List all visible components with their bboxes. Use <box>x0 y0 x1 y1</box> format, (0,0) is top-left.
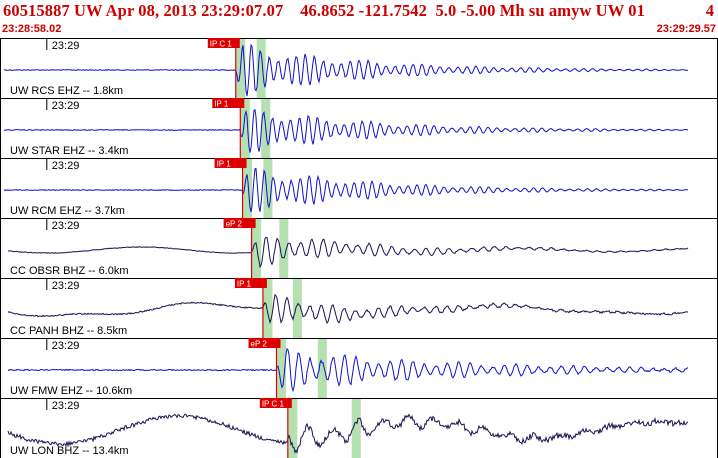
trace-5: 23:29 eP 2 UW FMW EHZ -- 10.6km <box>0 338 718 399</box>
analysis-window-4-0 <box>263 278 273 338</box>
minute-tick-label-1: 23:29 <box>52 100 80 112</box>
station-label-3: CC OBSR BHZ -- 6.0km <box>10 265 129 277</box>
minute-tick-label-5: 23:29 <box>52 340 80 352</box>
analysis-window-1-0 <box>240 98 250 158</box>
waveform-4 <box>7 293 689 325</box>
station-label-6: UW LON BHZ -- 13.4km <box>10 445 129 457</box>
trace-3: 23:29 eP 2 CC OBSR BHZ -- 6.0km <box>0 218 718 279</box>
analysis-window-4-1 <box>292 278 302 338</box>
trace-6: 23:29 IP C 1 UW LON BHZ -- 13.4km <box>0 398 718 458</box>
minute-tick-label-6: 23:29 <box>52 400 80 412</box>
analysis-window-2-0 <box>243 158 253 218</box>
waveform-6 <box>7 413 689 455</box>
minute-tick-label-3: 23:29 <box>52 220 80 232</box>
pick-label-1: IP 1 <box>214 100 229 109</box>
station-label-0: UW RCS EHZ -- 1.8km <box>10 85 123 97</box>
event-title: 60515887 UW Apr 08, 2013 23:29:07.07 46.… <box>3 1 645 20</box>
minute-tick-label-4: 23:29 <box>52 280 80 292</box>
minute-tick-label-0: 23:29 <box>52 40 80 52</box>
pick-flag-6 <box>259 398 292 408</box>
pick-label-6: IP C 1 <box>262 400 285 409</box>
pick-flag-3 <box>223 218 256 228</box>
trace-0: 23:29 IP C 1 UW RCS EHZ -- 1.8km <box>0 38 718 99</box>
analysis-window-2-1 <box>263 158 273 218</box>
seismogram-panel: 23:29 IP C 1 UW RCS EHZ -- 1.8km 23:29 IP 1 U… <box>0 38 718 458</box>
trace-1: 23:29 IP 1 UW STAR EHZ -- 3.4km <box>0 98 718 159</box>
waveform-1 <box>3 109 688 153</box>
pick-label-5: eP 2 <box>251 340 268 349</box>
analysis-window-3-1 <box>279 218 289 278</box>
minute-tick-label-2: 23:29 <box>52 160 80 172</box>
station-label-4: CC PANH BHZ -- 8.5km <box>10 325 127 337</box>
event-count: 4 <box>705 1 714 20</box>
pick-flag-2 <box>214 158 247 168</box>
analysis-window-0-1 <box>256 38 266 98</box>
pick-label-0: IP C 1 <box>210 40 233 49</box>
pick-label-2: IP 1 <box>217 160 232 169</box>
analysis-window-6-1 <box>351 398 361 458</box>
analysis-window-5-0 <box>277 338 287 398</box>
header-bar: 60515887 UW Apr 08, 2013 23:29:07.07 46.… <box>0 0 718 38</box>
trace-4: 23:29 IP 1 CC PANH BHZ -- 8.5km <box>0 278 718 339</box>
station-label-1: UW STAR EHZ -- 3.4km <box>10 145 128 157</box>
station-label-2: UW RCM EHZ -- 3.7km <box>10 205 125 217</box>
analysis-window-5-1 <box>317 338 327 398</box>
pick-flag-1 <box>212 98 245 108</box>
waveform-0 <box>3 43 689 97</box>
pick-label-3: eP 2 <box>226 220 243 229</box>
pick-flag-0 <box>207 38 240 48</box>
pick-flag-4 <box>234 278 267 288</box>
window-end-time: 23:29:29.57 <box>656 23 716 35</box>
waveform-5 <box>7 347 689 393</box>
pick-flag-5 <box>248 338 281 348</box>
analysis-window-6-0 <box>288 398 298 458</box>
trace-2: 23:29 IP 1 UW RCM EHZ -- 3.7km <box>0 158 718 219</box>
window-start-time: 23:28:58.02 <box>2 23 62 35</box>
station-label-5: UW FMW EHZ -- 10.6km <box>10 385 132 397</box>
waveform-2 <box>3 167 688 213</box>
waveform-3 <box>7 236 689 269</box>
pick-label-4: IP 1 <box>237 280 252 289</box>
